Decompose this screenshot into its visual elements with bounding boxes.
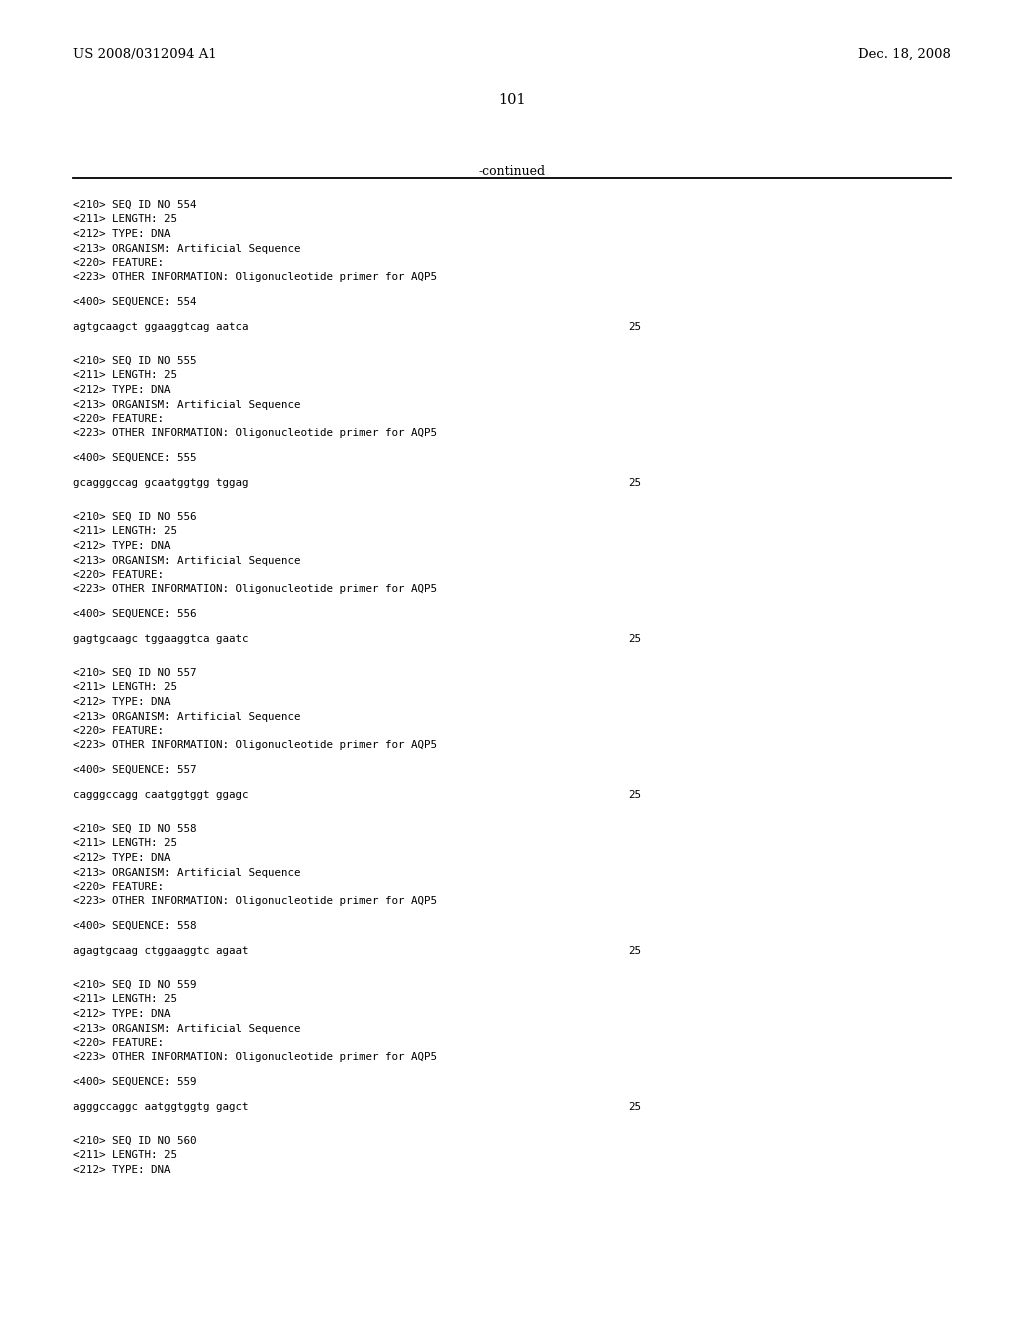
Text: <210> SEQ ID NO 559: <210> SEQ ID NO 559 [73,979,197,990]
Text: <213> ORGANISM: Artificial Sequence: <213> ORGANISM: Artificial Sequence [73,400,300,409]
Text: <220> FEATURE:: <220> FEATURE: [73,414,164,424]
Text: <400> SEQUENCE: 559: <400> SEQUENCE: 559 [73,1077,197,1086]
Text: <211> LENGTH: 25: <211> LENGTH: 25 [73,682,177,693]
Text: <223> OTHER INFORMATION: Oligonucleotide primer for AQP5: <223> OTHER INFORMATION: Oligonucleotide… [73,585,437,594]
Text: <223> OTHER INFORMATION: Oligonucleotide primer for AQP5: <223> OTHER INFORMATION: Oligonucleotide… [73,429,437,438]
Text: <211> LENGTH: 25: <211> LENGTH: 25 [73,994,177,1005]
Text: <212> TYPE: DNA: <212> TYPE: DNA [73,1166,171,1175]
Text: <210> SEQ ID NO 560: <210> SEQ ID NO 560 [73,1137,197,1146]
Text: agagtgcaag ctggaaggtc agaat: agagtgcaag ctggaaggtc agaat [73,945,249,956]
Text: <210> SEQ ID NO 557: <210> SEQ ID NO 557 [73,668,197,678]
Text: agtgcaagct ggaaggtcag aatca: agtgcaagct ggaaggtcag aatca [73,322,249,331]
Text: <223> OTHER INFORMATION: Oligonucleotide primer for AQP5: <223> OTHER INFORMATION: Oligonucleotide… [73,741,437,751]
Text: 25: 25 [628,634,641,644]
Text: <210> SEQ ID NO 556: <210> SEQ ID NO 556 [73,512,197,521]
Text: <220> FEATURE:: <220> FEATURE: [73,882,164,892]
Text: <400> SEQUENCE: 555: <400> SEQUENCE: 555 [73,453,197,463]
Text: <223> OTHER INFORMATION: Oligonucleotide primer for AQP5: <223> OTHER INFORMATION: Oligonucleotide… [73,896,437,907]
Text: <223> OTHER INFORMATION: Oligonucleotide primer for AQP5: <223> OTHER INFORMATION: Oligonucleotide… [73,1052,437,1063]
Text: <400> SEQUENCE: 556: <400> SEQUENCE: 556 [73,609,197,619]
Text: <211> LENGTH: 25: <211> LENGTH: 25 [73,1151,177,1160]
Text: 101: 101 [499,92,525,107]
Text: <211> LENGTH: 25: <211> LENGTH: 25 [73,527,177,536]
Text: 25: 25 [628,789,641,800]
Text: <220> FEATURE:: <220> FEATURE: [73,1038,164,1048]
Text: 25: 25 [628,1101,641,1111]
Text: agggccaggc aatggtggtg gagct: agggccaggc aatggtggtg gagct [73,1101,249,1111]
Text: <213> ORGANISM: Artificial Sequence: <213> ORGANISM: Artificial Sequence [73,243,300,253]
Text: <212> TYPE: DNA: <212> TYPE: DNA [73,697,171,708]
Text: <212> TYPE: DNA: <212> TYPE: DNA [73,541,171,550]
Text: <220> FEATURE:: <220> FEATURE: [73,257,164,268]
Text: <212> TYPE: DNA: <212> TYPE: DNA [73,1008,171,1019]
Text: <210> SEQ ID NO 554: <210> SEQ ID NO 554 [73,201,197,210]
Text: gcagggccag gcaatggtgg tggag: gcagggccag gcaatggtgg tggag [73,478,249,487]
Text: <210> SEQ ID NO 555: <210> SEQ ID NO 555 [73,356,197,366]
Text: 25: 25 [628,478,641,487]
Text: <223> OTHER INFORMATION: Oligonucleotide primer for AQP5: <223> OTHER INFORMATION: Oligonucleotide… [73,272,437,282]
Text: <213> ORGANISM: Artificial Sequence: <213> ORGANISM: Artificial Sequence [73,867,300,878]
Text: <211> LENGTH: 25: <211> LENGTH: 25 [73,838,177,849]
Text: <220> FEATURE:: <220> FEATURE: [73,570,164,579]
Text: <211> LENGTH: 25: <211> LENGTH: 25 [73,214,177,224]
Text: <400> SEQUENCE: 557: <400> SEQUENCE: 557 [73,766,197,775]
Text: <210> SEQ ID NO 558: <210> SEQ ID NO 558 [73,824,197,834]
Text: US 2008/0312094 A1: US 2008/0312094 A1 [73,48,217,61]
Text: <213> ORGANISM: Artificial Sequence: <213> ORGANISM: Artificial Sequence [73,1023,300,1034]
Text: cagggccagg caatggtggt ggagc: cagggccagg caatggtggt ggagc [73,789,249,800]
Text: gagtgcaagc tggaaggtca gaatc: gagtgcaagc tggaaggtca gaatc [73,634,249,644]
Text: <213> ORGANISM: Artificial Sequence: <213> ORGANISM: Artificial Sequence [73,711,300,722]
Text: <212> TYPE: DNA: <212> TYPE: DNA [73,853,171,863]
Text: <212> TYPE: DNA: <212> TYPE: DNA [73,385,171,395]
Text: <220> FEATURE:: <220> FEATURE: [73,726,164,737]
Text: <212> TYPE: DNA: <212> TYPE: DNA [73,228,171,239]
Text: <400> SEQUENCE: 558: <400> SEQUENCE: 558 [73,921,197,931]
Text: 25: 25 [628,945,641,956]
Text: <211> LENGTH: 25: <211> LENGTH: 25 [73,371,177,380]
Text: 25: 25 [628,322,641,331]
Text: Dec. 18, 2008: Dec. 18, 2008 [858,48,951,61]
Text: <400> SEQUENCE: 554: <400> SEQUENCE: 554 [73,297,197,308]
Text: -continued: -continued [478,165,546,178]
Text: <213> ORGANISM: Artificial Sequence: <213> ORGANISM: Artificial Sequence [73,556,300,565]
